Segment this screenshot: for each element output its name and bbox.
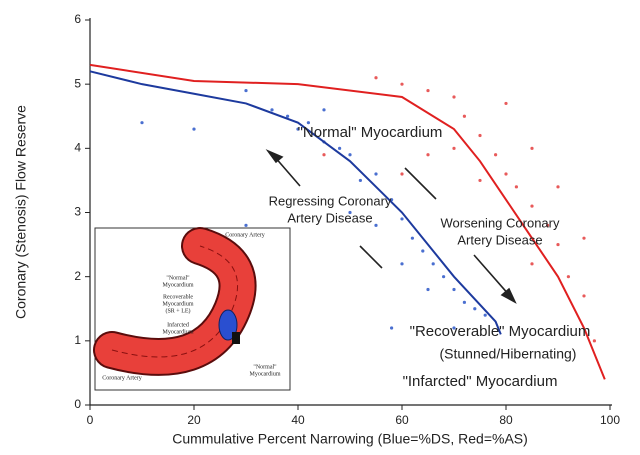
data-point — [322, 108, 325, 111]
data-point — [426, 288, 429, 291]
data-point — [504, 172, 507, 175]
inset-label: Coronary Artery — [102, 375, 142, 381]
y-tick-label: 0 — [74, 397, 81, 411]
data-point — [374, 172, 377, 175]
annotation: "Recoverable" Myocardium — [410, 323, 591, 340]
data-point — [530, 147, 533, 150]
data-point — [244, 89, 247, 92]
data-point — [442, 275, 445, 278]
data-point — [400, 83, 403, 86]
annotation: (Stunned/Hibernating) — [440, 346, 577, 362]
y-axis-label: Coronary (Stenosis) Flow Reserve — [13, 105, 29, 319]
inset-label: Myocardium — [163, 282, 194, 288]
data-point — [400, 217, 403, 220]
arrow — [360, 246, 382, 268]
data-point — [593, 339, 596, 342]
annotation: "Infarcted" Myocardium — [403, 373, 558, 390]
x-tick-label: 80 — [499, 413, 513, 427]
arrow — [474, 255, 510, 296]
x-tick-label: 20 — [187, 413, 201, 427]
data-point — [432, 262, 435, 265]
inset-label: Infarcted — [167, 321, 189, 328]
data-point — [322, 153, 325, 156]
data-point — [374, 224, 377, 227]
data-point — [478, 134, 481, 137]
inset-label: Coronary Artery — [225, 232, 265, 238]
data-point — [192, 127, 195, 130]
y-tick-label: 1 — [74, 333, 81, 347]
data-point — [390, 326, 393, 329]
y-tick-label: 5 — [74, 76, 81, 90]
data-point — [473, 307, 476, 310]
data-point — [374, 76, 377, 79]
data-point — [556, 185, 559, 188]
data-point — [421, 249, 424, 252]
x-tick-label: 60 — [395, 413, 409, 427]
data-point — [426, 89, 429, 92]
inset-label: "Normal" — [166, 275, 190, 281]
data-point — [556, 243, 559, 246]
annotation: Artery Disease — [287, 210, 372, 225]
data-point — [400, 172, 403, 175]
data-point — [348, 153, 351, 156]
data-point — [244, 224, 247, 227]
y-tick-label: 6 — [74, 12, 81, 26]
data-point — [452, 95, 455, 98]
y-tick-label: 3 — [74, 205, 81, 219]
inset-label: Myocardium — [163, 329, 194, 335]
data-point — [463, 301, 466, 304]
x-tick-label: 100 — [600, 413, 620, 427]
infarct-zone — [232, 332, 240, 344]
data-point — [484, 314, 487, 317]
annotation: Artery Disease — [457, 232, 542, 247]
annotation: "Normal" Myocardium — [298, 124, 443, 141]
arrow — [405, 168, 436, 199]
arrowhead — [268, 151, 282, 162]
data-point — [504, 102, 507, 105]
y-tick-label: 2 — [74, 269, 81, 283]
data-point — [270, 108, 273, 111]
data-point — [582, 237, 585, 240]
x-tick-label: 0 — [87, 413, 94, 427]
x-tick-label: 40 — [291, 413, 305, 427]
annotation: Worsening Coronary — [441, 215, 560, 230]
data-point — [567, 275, 570, 278]
data-point — [411, 237, 414, 240]
annotation: Regressing Coronary — [269, 193, 392, 208]
data-point — [426, 153, 429, 156]
data-point — [338, 147, 341, 150]
data-point — [452, 288, 455, 291]
inset-label: (SR + LE) — [165, 307, 190, 314]
data-point — [478, 179, 481, 182]
data-point — [494, 153, 497, 156]
data-point — [140, 121, 143, 124]
data-point — [582, 294, 585, 297]
x-axis-label: Cummulative Percent Narrowing (Blue=%DS,… — [172, 431, 528, 447]
data-point — [515, 185, 518, 188]
data-point — [530, 262, 533, 265]
inset-label: Myocardium — [250, 371, 281, 377]
data-point — [452, 147, 455, 150]
data-point — [463, 115, 466, 118]
chart: Cummulative Percent Narrowing (Blue=%DS,… — [0, 0, 640, 455]
inset-label: Myocardium — [163, 301, 194, 307]
arrowhead — [502, 289, 515, 302]
data-point — [530, 204, 533, 207]
y-tick-label: 4 — [74, 141, 81, 155]
inset-label: "Normal" — [253, 364, 277, 370]
inset-label: Recoverable — [163, 294, 193, 300]
data-point — [359, 179, 362, 182]
data-point — [400, 262, 403, 265]
